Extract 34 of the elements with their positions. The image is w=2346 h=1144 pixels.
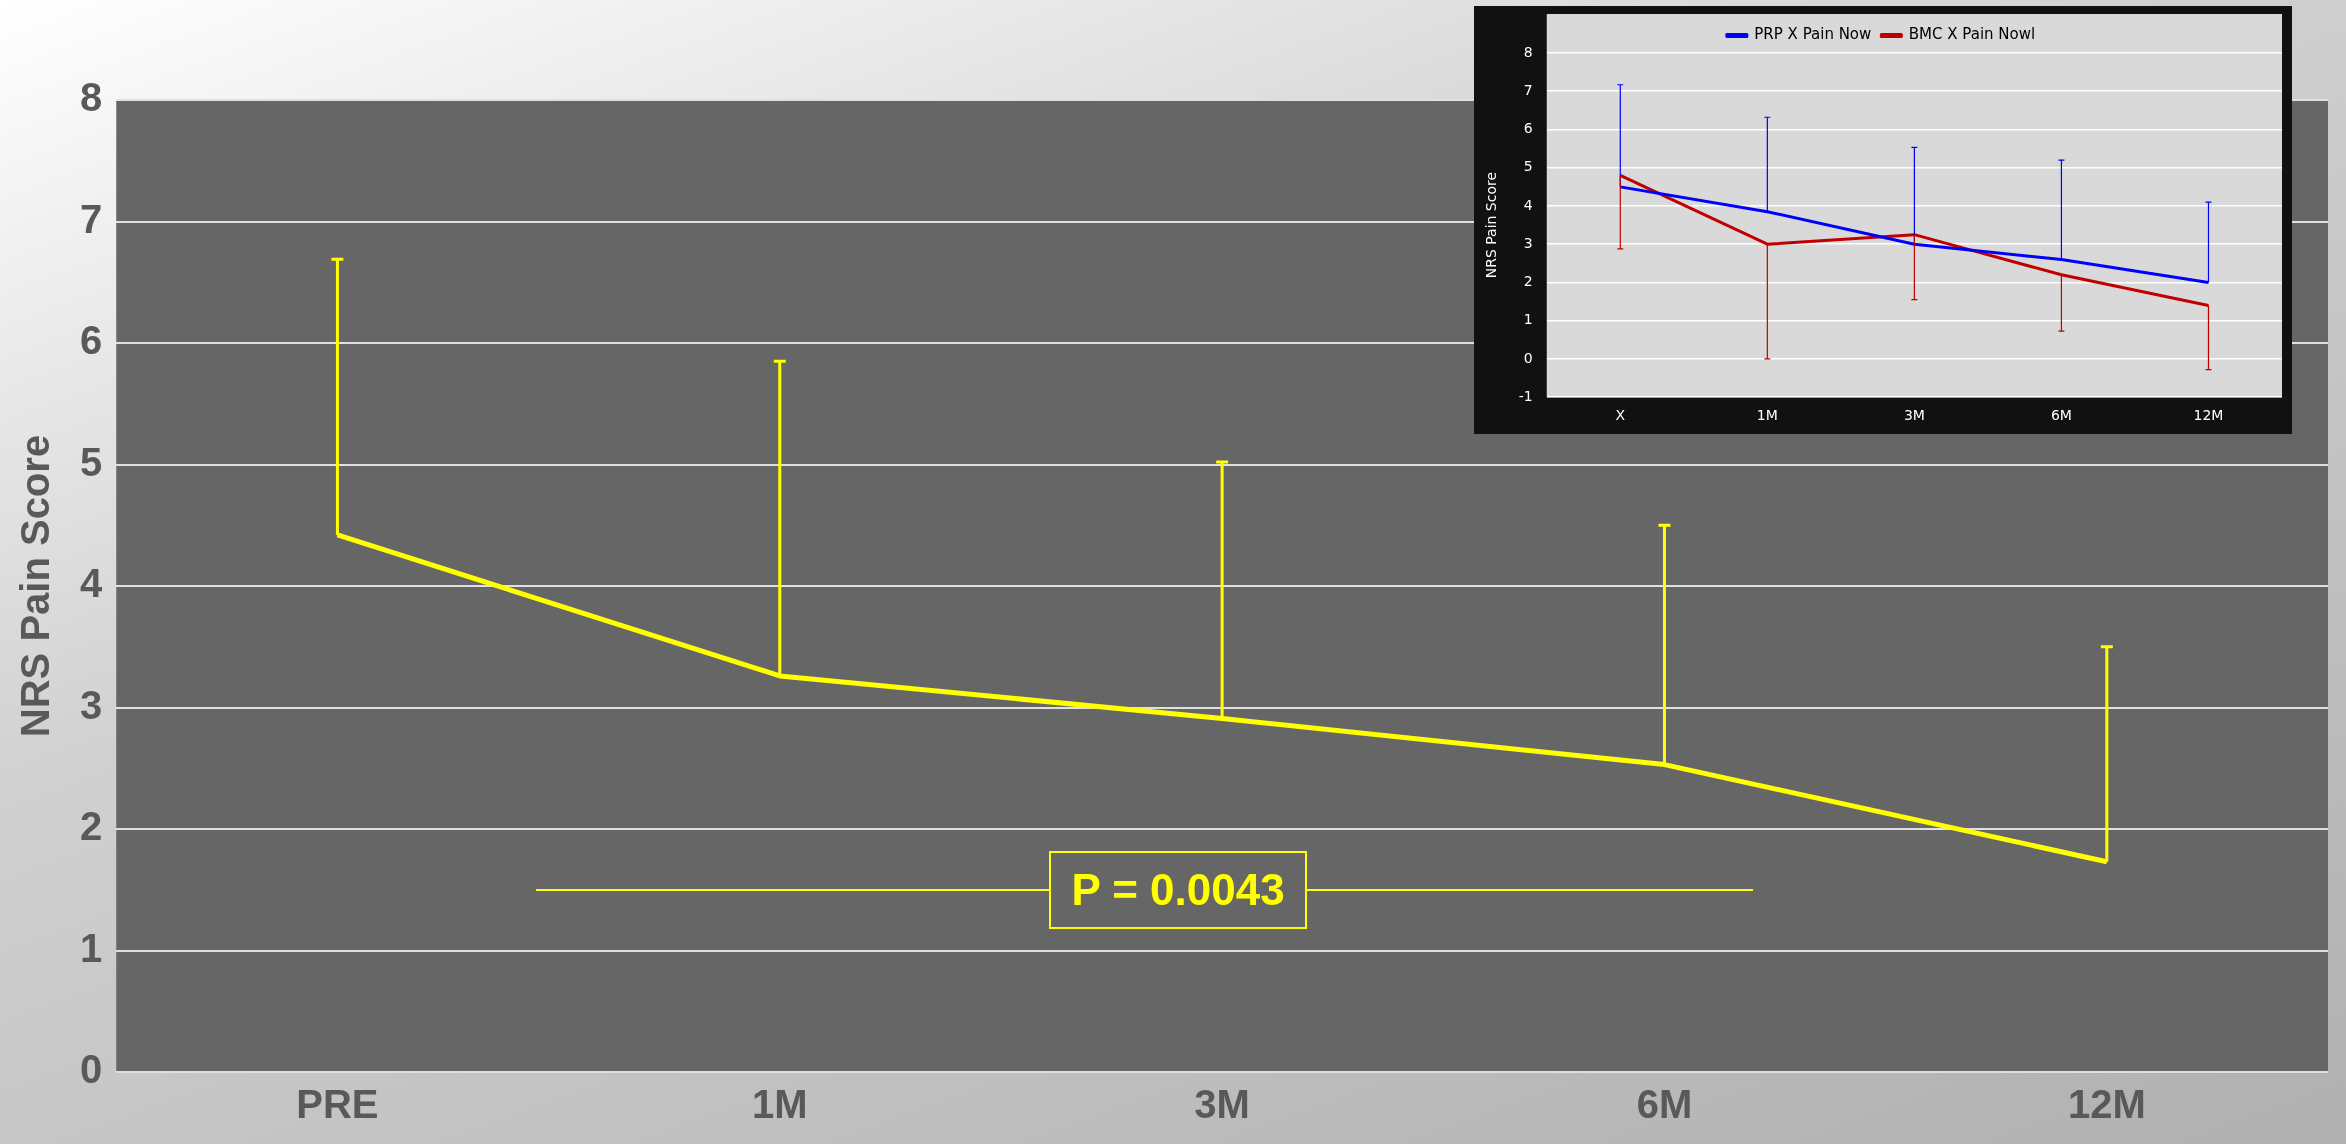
- y-tick-label: 6: [1523, 120, 1533, 137]
- x-tick-label: 1M: [1756, 407, 1778, 424]
- annotation: P = 0.0043: [1049, 850, 1307, 929]
- x-tick-label: X: [1615, 407, 1626, 424]
- y-tick-label: 5: [80, 439, 103, 484]
- y-axis-title: NRS Pain Score: [13, 434, 58, 738]
- y-tick-label: 2: [1523, 273, 1533, 290]
- x-tick-label: 12M: [2067, 1082, 2146, 1127]
- y-axis-title: NRS Pain Score: [1483, 171, 1500, 279]
- y-tick-label: -1: [1518, 387, 1533, 404]
- x-tick-label: 1M: [751, 1082, 808, 1127]
- y-tick-label: 0: [1523, 349, 1533, 366]
- legend-label: PRP X Pain Now: [1754, 25, 1872, 44]
- y-tick-label: 0: [80, 1047, 103, 1092]
- y-tick-label: 7: [80, 196, 103, 241]
- y-tick-label: 8: [1523, 43, 1533, 60]
- legend-label: BMC X Pain Nowl: [1908, 25, 2036, 44]
- x-tick-label: 6M: [1636, 1082, 1693, 1127]
- y-tick-label: 8: [80, 75, 103, 120]
- y-tick-label: 3: [1523, 234, 1533, 251]
- y-tick-label: 2: [80, 804, 103, 849]
- x-tick-label: PRE: [296, 1082, 379, 1127]
- y-tick-label: 6: [80, 318, 103, 363]
- y-tick-label: 4: [80, 561, 103, 606]
- y-tick-label: 1: [1523, 311, 1533, 328]
- x-tick-label: 6M: [2050, 407, 2072, 424]
- y-tick-label: 3: [80, 682, 103, 727]
- x-tick-label: 12M: [2193, 407, 2224, 424]
- x-tick-label: 3M: [1903, 407, 1925, 424]
- x-tick-label: 3M: [1194, 1082, 1250, 1127]
- y-tick-label: 7: [1523, 81, 1533, 98]
- y-tick-label: 4: [1523, 196, 1533, 213]
- y-tick-label: 5: [1523, 158, 1533, 175]
- y-tick-label: 1: [80, 925, 103, 970]
